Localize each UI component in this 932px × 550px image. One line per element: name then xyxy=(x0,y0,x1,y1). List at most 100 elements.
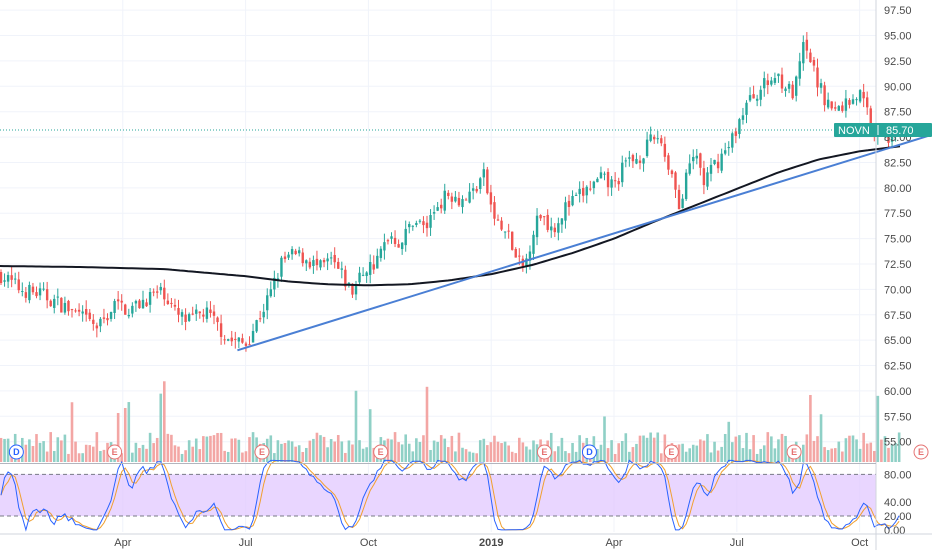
stochastic-k-line xyxy=(0,459,900,532)
volume-bar xyxy=(755,453,759,462)
volume-bar xyxy=(152,443,155,462)
volume-bar xyxy=(361,448,365,462)
candle-body xyxy=(521,258,525,268)
trendline xyxy=(237,133,932,352)
volume-bar xyxy=(432,440,436,462)
candle-body xyxy=(376,255,379,269)
event-label: E xyxy=(791,447,797,457)
volume-bar xyxy=(688,448,691,462)
candle-body xyxy=(468,191,471,203)
price-tick-label: 72.50 xyxy=(884,259,912,271)
volume-bar xyxy=(638,435,642,462)
candle-body xyxy=(415,222,418,225)
price-tick-label: 97.50 xyxy=(884,5,912,17)
candle-body xyxy=(479,178,482,190)
candle-body xyxy=(496,219,500,221)
volume-bar xyxy=(191,446,194,462)
candle-body xyxy=(695,155,698,159)
candle-body xyxy=(649,134,652,141)
volume-bar xyxy=(684,451,688,462)
candle-body xyxy=(670,170,674,175)
candle-body xyxy=(237,337,241,342)
volume-bar xyxy=(177,446,180,462)
volume-bar xyxy=(471,452,475,462)
candle-body xyxy=(408,224,411,228)
candle-body xyxy=(266,295,269,311)
candle-body xyxy=(553,227,556,233)
overlays[interactable] xyxy=(0,125,932,352)
candle-body xyxy=(425,222,429,229)
candle-body xyxy=(0,272,3,284)
candle-body xyxy=(53,298,56,308)
candle-body xyxy=(777,73,780,77)
candle-body xyxy=(624,160,627,162)
candle-body xyxy=(830,101,833,109)
volume-bar xyxy=(351,444,354,462)
volume-bar xyxy=(404,434,407,462)
volume-bar xyxy=(120,453,123,462)
candle-body xyxy=(170,302,173,304)
volume-bar xyxy=(521,442,525,462)
event-marker-dividend xyxy=(8,444,24,460)
candle-body xyxy=(14,278,17,280)
candle-body xyxy=(134,301,138,304)
volume-bar xyxy=(67,453,70,462)
candle-body xyxy=(603,173,606,175)
volume-bar xyxy=(748,449,752,462)
candle-body xyxy=(699,153,702,168)
candle-body xyxy=(606,171,610,188)
candle-body xyxy=(866,97,869,108)
volume-bar xyxy=(819,414,823,462)
candle-body xyxy=(443,190,446,211)
time-tick-label: Oct xyxy=(360,537,377,549)
volume-bar xyxy=(368,409,372,462)
volume-bar xyxy=(329,439,333,462)
candle-body xyxy=(305,260,308,264)
candle-body xyxy=(720,153,723,171)
candle-body xyxy=(301,252,304,264)
candle-body xyxy=(489,192,493,205)
volume-bar xyxy=(631,447,635,462)
candle-body xyxy=(148,291,152,305)
volume-bar xyxy=(312,438,315,462)
volume-bar xyxy=(528,449,532,462)
candle-body xyxy=(688,163,691,174)
volume-bar xyxy=(38,442,42,462)
candle-body xyxy=(755,98,759,101)
candle-body xyxy=(567,200,571,207)
volume-bar xyxy=(649,432,652,462)
volume-bar xyxy=(599,444,603,462)
candle-body xyxy=(887,131,890,143)
candle-body xyxy=(35,292,38,297)
volume-bar xyxy=(716,450,720,462)
candle-body xyxy=(383,242,386,251)
candle-body xyxy=(557,223,560,233)
candle-body xyxy=(159,286,162,291)
candle-body xyxy=(31,286,35,293)
candle-body xyxy=(514,248,517,258)
volume-bar xyxy=(273,453,276,462)
candle-body xyxy=(844,98,848,111)
oscillator-tick-label: 80.00 xyxy=(884,469,912,481)
volume-bar xyxy=(514,453,518,462)
candles[interactable] xyxy=(0,32,901,352)
candle-body xyxy=(503,231,507,233)
candle-body xyxy=(397,244,400,248)
stochastic-pane[interactable]: 80.00 40.00 20.00 0.00 xyxy=(0,459,912,537)
volume-bar xyxy=(244,451,248,462)
volume-bar xyxy=(344,452,347,462)
candle-body xyxy=(17,279,20,291)
price-tick-label: 95.00 xyxy=(884,31,912,43)
volume-bar xyxy=(52,450,56,462)
volume-bar xyxy=(251,432,255,462)
candle-body xyxy=(329,257,333,259)
candle-body xyxy=(635,158,638,164)
candle-body xyxy=(6,275,10,282)
volume-bar xyxy=(148,432,152,462)
candle-body xyxy=(131,305,134,314)
volume-bar xyxy=(723,433,727,462)
volume-bar xyxy=(429,449,432,462)
volume-bar xyxy=(443,438,447,462)
